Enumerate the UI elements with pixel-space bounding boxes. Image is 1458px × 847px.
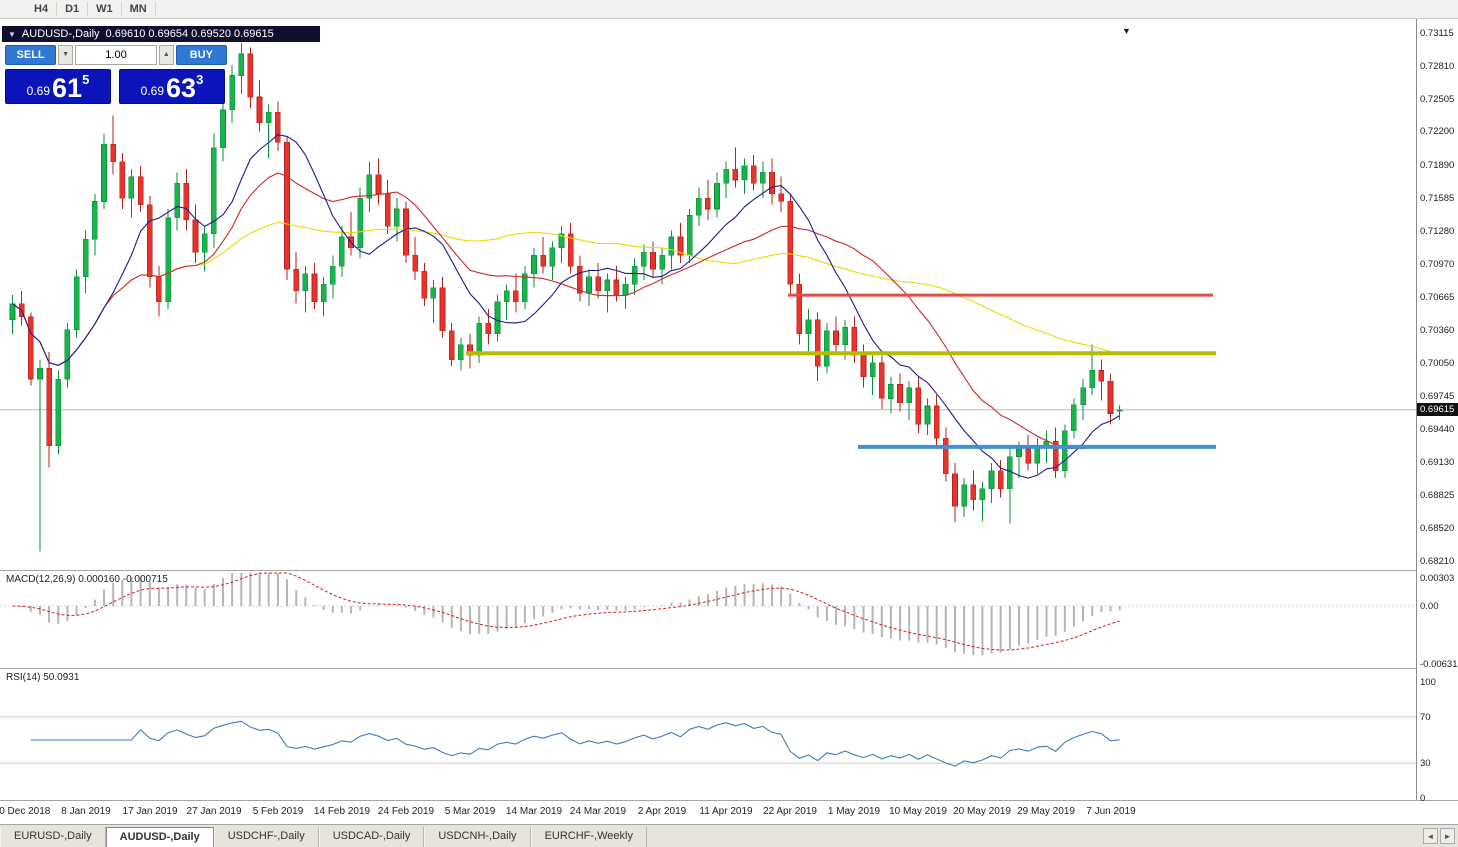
price-tick: 0.71585 — [1420, 193, 1455, 204]
volume-stepper-icon[interactable]: ▲ — [159, 45, 174, 65]
date-label: 27 Jan 2019 — [186, 806, 242, 817]
chart-tab-eurusd-daily[interactable]: EURUSD-,Daily — [0, 827, 106, 847]
date-label: 7 Jun 2019 — [1086, 806, 1136, 817]
date-label: 22 Apr 2019 — [763, 806, 817, 817]
rsi-axis-tick: 0 — [1420, 793, 1426, 804]
chart-tab-eurchf-weekly[interactable]: EURCHF-,Weekly — [530, 827, 647, 847]
volume-input[interactable] — [75, 45, 157, 65]
price-tick: 0.70970 — [1420, 259, 1455, 270]
price-tick: 0.71890 — [1420, 160, 1455, 171]
one-click-trading-panel: SELL ▼ ▲ BUY 0.69 61 5 0.69 63 3 — [5, 45, 227, 104]
rsi-plot — [0, 716, 1416, 767]
rsi-axis-tick: 100 — [1420, 677, 1436, 688]
price-tick: 0.69745 — [1420, 391, 1455, 402]
rsi-axis-tick: 30 — [1420, 758, 1431, 769]
timeframe-button-h4[interactable]: H4 — [26, 2, 58, 16]
rsi-panel-divider[interactable] — [0, 668, 1458, 669]
price-tick: 0.69130 — [1420, 457, 1455, 468]
date-label: 2 Apr 2019 — [637, 806, 687, 817]
price-tick: 0.73115 — [1420, 28, 1454, 39]
chart-tab-usdcad-daily[interactable]: USDCAD-,Daily — [318, 827, 425, 847]
chart-tab-audusd-daily[interactable]: AUDUSD-,Daily — [105, 827, 214, 847]
macd-panel-divider[interactable] — [0, 570, 1458, 571]
tabs-scroll-right-icon[interactable]: ► — [1440, 828, 1455, 844]
rsi-label: RSI(14) 50.0931 — [6, 672, 80, 683]
macd-plot — [0, 572, 1416, 656]
buy-price-button[interactable]: 0.69 63 3 — [119, 69, 225, 104]
date-axis[interactable]: 30 Dec 2018 8 Jan 2019 17 Jan 2019 27 Jan 2… — [0, 801, 1416, 824]
price-tick: 0.68210 — [1420, 556, 1455, 567]
chart-dropdown-icon[interactable]: ▼ — [1122, 26, 1131, 36]
timeframe-button-w1[interactable]: W1 — [88, 2, 122, 16]
moving-average-lines — [12, 134, 1120, 479]
chart-tab-usdchf-daily[interactable]: USDCHF-,Daily — [213, 827, 319, 847]
price-tick: 0.72810 — [1420, 61, 1455, 72]
chart-title-bar[interactable]: ▼ AUDUSD-,Daily 0.69610 0.69654 0.69520 … — [2, 26, 320, 42]
chart-tab-usdcnh-daily[interactable]: USDCNH-,Daily — [424, 827, 531, 847]
tabs-scroll-left-icon[interactable]: ◄ — [1423, 828, 1438, 844]
date-label: 5 Feb 2019 — [252, 806, 304, 817]
price-axis-border — [1416, 19, 1417, 800]
macd-label: MACD(12,26,9) 0.000160 -0.000715 — [6, 574, 168, 585]
date-label: 24 Mar 2019 — [569, 806, 627, 817]
volume-dropdown-icon[interactable]: ▼ — [58, 45, 73, 65]
buy-button[interactable]: BUY — [175, 45, 227, 65]
date-label: 5 Mar 2019 — [444, 806, 496, 817]
price-tick: 0.69440 — [1420, 424, 1455, 435]
price-tick: 0.72200 — [1420, 126, 1455, 137]
price-tick: 0.68825 — [1420, 490, 1455, 501]
date-label: 14 Mar 2019 — [505, 806, 563, 817]
macd-axis-tick: 0.00 — [1420, 601, 1439, 612]
price-tick: 0.70360 — [1420, 325, 1455, 336]
chart-tabs-bar: EURUSD-,Daily AUDUSD-,Daily USDCHF-,Daily U… — [0, 824, 1458, 847]
timeframe-toolbar: H4 D1 W1 MN — [0, 0, 1458, 19]
price-tick: 0.70665 — [1420, 292, 1455, 303]
date-label: 20 May 2019 — [953, 806, 1011, 817]
date-label: 10 May 2019 — [889, 806, 947, 817]
chart-title-ohlc: 0.69610 0.69654 0.69520 0.69615 — [105, 28, 274, 40]
date-label: 11 Apr 2019 — [699, 806, 753, 817]
macd-axis-tick: 0.00303 — [1420, 573, 1455, 584]
date-label: 30 Dec 2018 — [0, 806, 51, 817]
rsi-axis-tick: 70 — [1420, 712, 1431, 723]
price-tick: 0.71280 — [1420, 226, 1455, 237]
date-label: 14 Feb 2019 — [313, 806, 371, 817]
price-tick: 0.72505 — [1420, 94, 1455, 105]
price-axis[interactable]: 0.73115 0.72810 0.72505 0.72200 0.71890 0.715… — [1417, 19, 1458, 804]
date-label: 1 May 2019 — [827, 806, 881, 817]
candlestick-series — [9, 43, 1123, 552]
chart-window-icon: ▼ — [8, 29, 16, 39]
date-axis-divider — [0, 800, 1458, 801]
timeframe-button-d1[interactable]: D1 — [57, 2, 89, 16]
date-label: 29 May 2019 — [1017, 806, 1075, 817]
trend-lines[interactable] — [466, 293, 1216, 449]
chart-title-symbol: AUDUSD-,Daily — [21, 28, 100, 40]
date-label: 8 Jan 2019 — [61, 806, 111, 817]
sell-button[interactable]: SELL — [5, 45, 57, 65]
date-label: 17 Jan 2019 — [122, 806, 178, 817]
date-label: 24 Feb 2019 — [377, 806, 435, 817]
sell-price-button[interactable]: 0.69 61 5 — [5, 69, 111, 104]
current-price-tag: 0.69615 — [1417, 403, 1458, 416]
price-tick: 0.68520 — [1420, 523, 1455, 534]
timeframe-button-mn[interactable]: MN — [122, 2, 156, 16]
price-tick: 0.70050 — [1420, 358, 1455, 369]
macd-axis-tick: -0.00631 — [1420, 659, 1458, 670]
